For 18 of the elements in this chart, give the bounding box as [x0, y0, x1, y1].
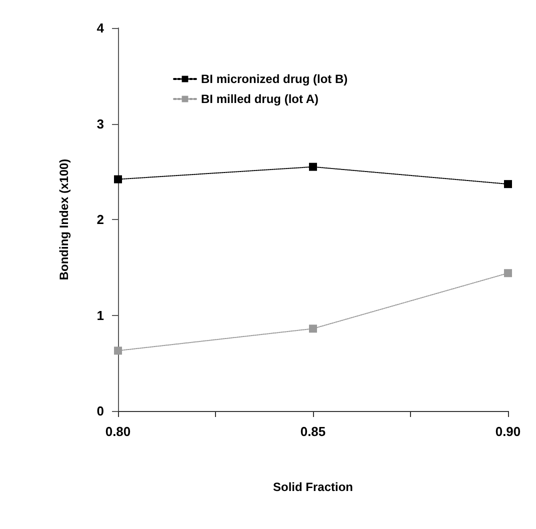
y-tick-label: 2: [96, 212, 104, 227]
y-tick-label: 3: [96, 116, 104, 132]
y-tick-label: 1: [96, 308, 104, 323]
x-tick-label: 0.85: [300, 424, 326, 439]
x-tick-label: 0.80: [105, 424, 131, 439]
x-tick-label: 0.90: [495, 424, 521, 439]
point: [114, 346, 122, 355]
legend-label: BI milled drug (lot A): [201, 92, 319, 106]
point: [309, 324, 317, 333]
y-tick-label: 4: [96, 20, 105, 36]
y-axis-title: Bonding Index (x100): [57, 158, 71, 280]
legend-label: BI micronized drug (lot B): [201, 72, 348, 86]
y-tick-label: 0: [96, 404, 104, 418]
x-axis-title: Solid Fraction: [272, 480, 354, 494]
point: [114, 175, 122, 184]
point: [309, 162, 317, 171]
point: [504, 269, 512, 278]
point: [504, 180, 512, 188]
